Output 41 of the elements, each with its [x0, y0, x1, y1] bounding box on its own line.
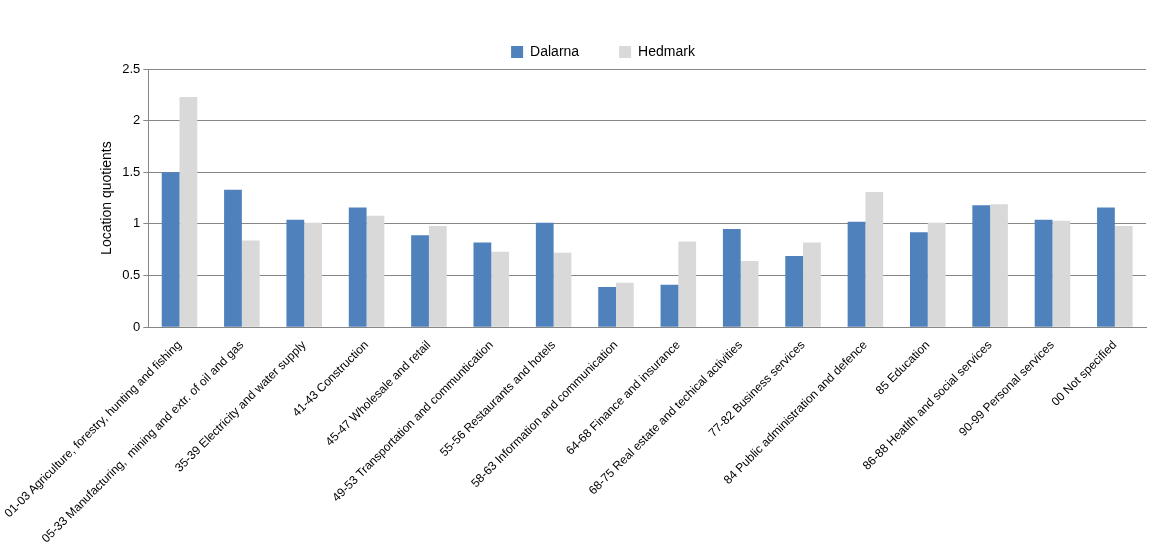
bar: [927, 222, 946, 327]
bar: [598, 286, 616, 327]
y-tick-label: 1: [133, 215, 141, 231]
bar: [428, 225, 447, 327]
y-tick-label: 0: [133, 318, 141, 334]
bar: [990, 204, 1008, 327]
bar: [366, 215, 385, 327]
bar: [678, 241, 697, 327]
y-tick-label: 1.5: [122, 163, 141, 179]
bar: [847, 221, 866, 327]
y-tick-label: 0.5: [122, 267, 141, 283]
bar: [740, 261, 759, 327]
bar: [615, 282, 634, 327]
y-tick-label: 2: [133, 112, 141, 128]
y-tick-label: 2.5: [122, 60, 141, 76]
bar: [803, 242, 821, 327]
bar: [286, 219, 305, 327]
bar: [224, 189, 242, 327]
bar: [304, 222, 322, 327]
bar: [161, 172, 180, 327]
bar: [785, 255, 804, 327]
bar: [1052, 220, 1071, 327]
bar: [348, 207, 367, 327]
bar: [1097, 207, 1115, 327]
bar: [241, 240, 260, 327]
bar: [865, 191, 884, 327]
bar: [909, 232, 928, 327]
bar: [1114, 225, 1133, 327]
bar: [660, 284, 679, 327]
bar: [535, 222, 554, 327]
bar: [411, 235, 429, 327]
legend-label: Hedmark: [638, 42, 696, 59]
bar: [1034, 219, 1053, 327]
bar: [491, 251, 510, 327]
y-axis-title: Location quotients: [97, 141, 114, 255]
bar: [722, 229, 741, 327]
bar: [179, 96, 198, 327]
legend-label: Dalarna: [530, 42, 580, 59]
bar: [972, 205, 991, 327]
bar: [553, 252, 572, 327]
bar: [473, 242, 492, 327]
